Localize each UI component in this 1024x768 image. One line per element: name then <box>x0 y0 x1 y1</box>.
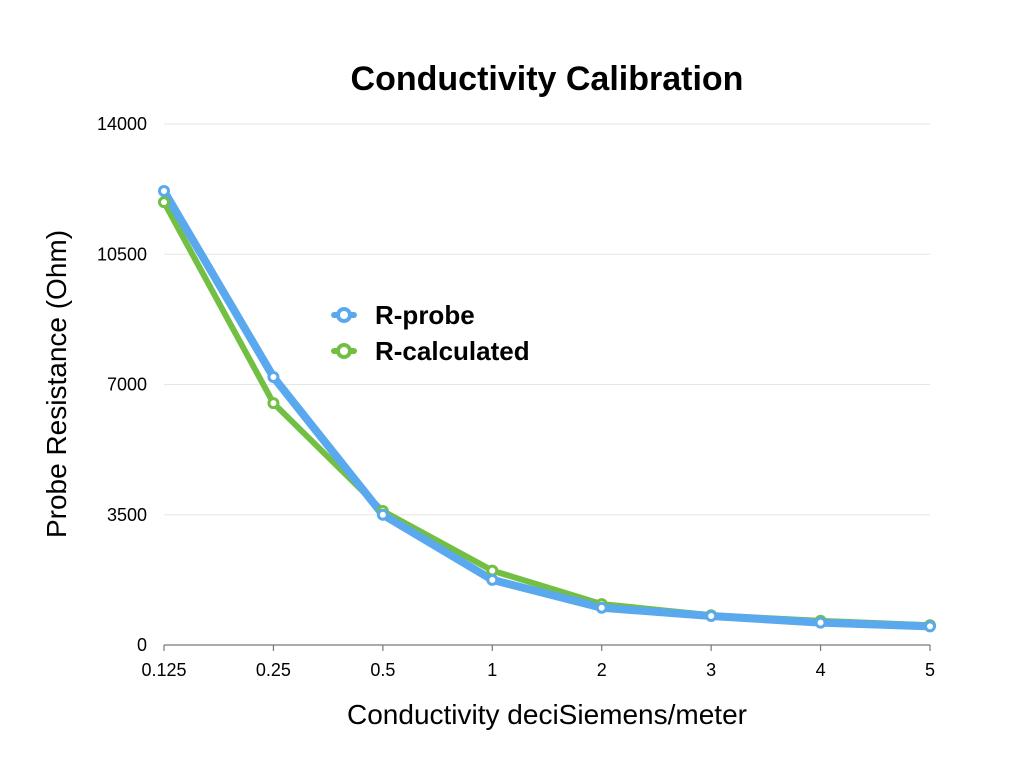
data-point-r-probe <box>924 620 936 633</box>
data-point-r-calculated <box>267 397 280 410</box>
x-tick-label: 0.25 <box>256 660 291 680</box>
x-tick-label: 2 <box>597 660 607 680</box>
x-tick-label: 0.125 <box>141 660 186 680</box>
series-points <box>158 184 936 633</box>
data-point-r-calculated <box>486 564 499 577</box>
series-lines <box>160 186 934 631</box>
y-tick-label: 3500 <box>107 505 147 525</box>
data-point-r-probe <box>486 573 499 586</box>
series-line-r-calculated <box>161 199 933 629</box>
axes <box>163 644 931 651</box>
x-axis-title: Conductivity deciSiemens/meter <box>347 699 747 730</box>
legend: R-probe R-calculated <box>331 300 530 366</box>
x-tick-labels: 0.125 0.25 0.5 1 2 3 4 5 <box>141 660 935 680</box>
data-point-r-calculated <box>158 196 170 209</box>
y-tick-label: 14000 <box>97 114 147 134</box>
y-tick-labels: 0 3500 7000 10500 14000 <box>97 114 147 655</box>
legend-swatch-marker <box>336 307 352 323</box>
legend-swatch-marker <box>336 343 352 359</box>
chart-title: Conductivity Calibration <box>351 60 744 98</box>
gridlines <box>164 123 930 516</box>
data-point-r-probe <box>705 609 718 622</box>
data-point-r-probe <box>814 616 827 629</box>
legend-item-r-calculated: R-calculated <box>331 336 530 366</box>
y-tick-label: 0 <box>137 635 147 655</box>
series-line-r-probe <box>160 186 934 631</box>
y-tick-label: 7000 <box>107 375 147 395</box>
x-tick-label: 4 <box>816 660 826 680</box>
legend-item-r-probe: R-probe <box>331 300 475 330</box>
data-point-r-probe <box>595 601 608 614</box>
data-point-r-probe <box>158 184 170 197</box>
x-tick-label: 5 <box>925 660 935 680</box>
y-tick-label: 10500 <box>97 244 147 264</box>
x-tick-label: 3 <box>706 660 716 680</box>
x-tick-label: 1 <box>487 660 497 680</box>
x-tick-label: 0.5 <box>370 660 395 680</box>
legend-label: R-calculated <box>375 336 530 366</box>
legend-label: R-probe <box>375 300 475 330</box>
data-point-r-probe <box>267 371 280 384</box>
y-axis-title: Probe Resistance (Ohm) <box>41 230 72 538</box>
data-point-r-probe <box>376 508 389 521</box>
